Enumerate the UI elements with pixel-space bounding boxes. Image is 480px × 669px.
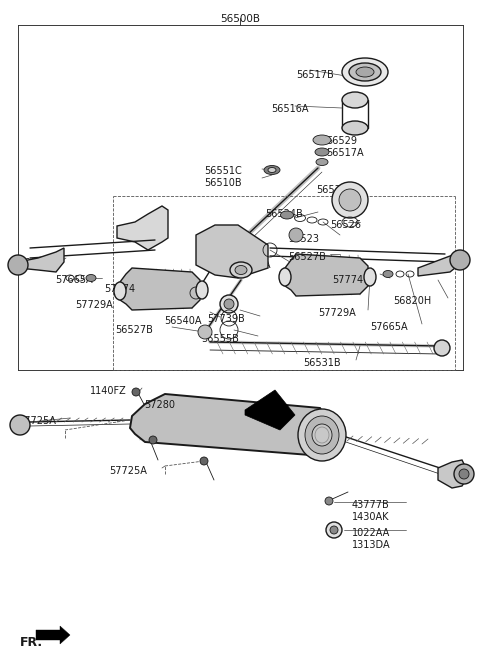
- Polygon shape: [285, 254, 368, 296]
- Circle shape: [326, 522, 342, 538]
- Circle shape: [10, 415, 30, 435]
- Ellipse shape: [268, 167, 276, 173]
- Ellipse shape: [315, 148, 329, 156]
- Ellipse shape: [342, 121, 368, 135]
- Ellipse shape: [383, 270, 393, 278]
- Text: 56526: 56526: [330, 220, 361, 230]
- Ellipse shape: [364, 268, 376, 286]
- Ellipse shape: [280, 211, 293, 219]
- Circle shape: [325, 497, 333, 505]
- Polygon shape: [196, 225, 268, 278]
- Ellipse shape: [114, 282, 126, 300]
- Text: 56820H: 56820H: [393, 296, 431, 306]
- Text: 57729A: 57729A: [318, 308, 356, 318]
- Circle shape: [190, 287, 202, 299]
- Circle shape: [149, 436, 157, 444]
- Text: 56517A: 56517A: [326, 148, 364, 158]
- Ellipse shape: [279, 268, 291, 286]
- Polygon shape: [18, 248, 64, 272]
- Ellipse shape: [264, 165, 280, 175]
- Text: 57774: 57774: [104, 284, 135, 294]
- Text: 56529: 56529: [326, 136, 357, 146]
- Text: 57725A: 57725A: [109, 466, 147, 476]
- Polygon shape: [117, 206, 168, 250]
- Circle shape: [330, 526, 338, 534]
- Text: 1022AA: 1022AA: [352, 528, 390, 538]
- Ellipse shape: [305, 416, 339, 454]
- Text: 57280: 57280: [144, 400, 175, 410]
- Ellipse shape: [342, 92, 368, 108]
- Circle shape: [459, 469, 469, 479]
- Text: 57725A: 57725A: [18, 416, 56, 426]
- Circle shape: [220, 295, 238, 313]
- Text: 57665A: 57665A: [370, 322, 408, 332]
- Ellipse shape: [196, 281, 208, 299]
- Circle shape: [198, 325, 212, 339]
- Ellipse shape: [349, 63, 381, 81]
- Text: 57774: 57774: [332, 275, 363, 285]
- Polygon shape: [438, 460, 466, 488]
- Polygon shape: [245, 390, 295, 430]
- Ellipse shape: [356, 67, 374, 77]
- Circle shape: [224, 299, 234, 309]
- Polygon shape: [120, 268, 200, 310]
- Text: 1430AK: 1430AK: [352, 512, 389, 522]
- Ellipse shape: [86, 274, 96, 282]
- Text: 56531B: 56531B: [303, 358, 341, 368]
- Circle shape: [332, 182, 368, 218]
- Text: 56540A: 56540A: [233, 260, 271, 270]
- Circle shape: [8, 255, 28, 275]
- Text: 56532B: 56532B: [316, 185, 354, 195]
- Text: 57729A: 57729A: [75, 300, 113, 310]
- Circle shape: [434, 340, 450, 356]
- Polygon shape: [418, 252, 460, 276]
- Text: 56551C: 56551C: [204, 166, 242, 176]
- Text: 56523: 56523: [288, 234, 319, 244]
- Text: 56555B: 56555B: [201, 334, 239, 344]
- Circle shape: [450, 250, 470, 270]
- Text: 56527B: 56527B: [115, 325, 153, 335]
- Text: 56524B: 56524B: [265, 209, 303, 219]
- Circle shape: [289, 228, 303, 242]
- Ellipse shape: [316, 159, 328, 165]
- Polygon shape: [60, 626, 70, 644]
- Ellipse shape: [298, 409, 346, 461]
- Text: 56540A: 56540A: [164, 316, 202, 326]
- Polygon shape: [130, 394, 330, 455]
- Ellipse shape: [313, 135, 331, 145]
- Text: 43777B: 43777B: [352, 500, 390, 510]
- Circle shape: [339, 189, 361, 211]
- Circle shape: [454, 464, 474, 484]
- Circle shape: [200, 457, 208, 465]
- Text: 57665A: 57665A: [55, 275, 93, 285]
- Ellipse shape: [312, 424, 332, 446]
- Text: 56517B: 56517B: [296, 70, 334, 80]
- Text: 56500B: 56500B: [220, 14, 260, 24]
- Ellipse shape: [342, 58, 388, 86]
- Ellipse shape: [235, 266, 247, 274]
- Text: FR.: FR.: [20, 636, 43, 649]
- Circle shape: [132, 388, 140, 396]
- Text: 56527B: 56527B: [288, 252, 326, 262]
- Text: 56516A: 56516A: [271, 104, 309, 114]
- Polygon shape: [36, 630, 60, 640]
- Text: 1140FZ: 1140FZ: [90, 386, 127, 396]
- Text: 57739B: 57739B: [207, 314, 245, 324]
- Ellipse shape: [230, 262, 252, 278]
- Text: 56820J: 56820J: [18, 258, 52, 268]
- Text: 1313DA: 1313DA: [352, 540, 391, 550]
- Text: 56510B: 56510B: [204, 178, 241, 188]
